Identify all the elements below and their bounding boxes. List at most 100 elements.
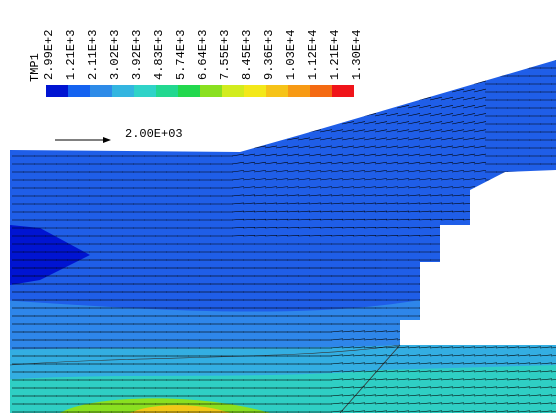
vector bbox=[441, 339, 453, 340]
vector bbox=[298, 105, 310, 108]
vector bbox=[419, 57, 431, 61]
vector bbox=[474, 195, 486, 196]
vector bbox=[254, 138, 266, 140]
vector bbox=[529, 331, 541, 332]
vector bbox=[430, 81, 442, 84]
legend-label: 8.45E+3 bbox=[240, 30, 254, 80]
vector bbox=[408, 339, 420, 340]
vector bbox=[452, 227, 464, 228]
vector bbox=[243, 81, 255, 84]
legend-label: 1.21E+3 bbox=[64, 30, 78, 80]
legend-swatch bbox=[112, 85, 134, 97]
vector bbox=[452, 235, 464, 236]
vector bbox=[408, 65, 420, 68]
legend-swatch bbox=[266, 85, 288, 97]
vector bbox=[386, 73, 398, 76]
vector bbox=[474, 219, 486, 220]
vector bbox=[353, 89, 365, 92]
vector bbox=[408, 81, 420, 84]
vector bbox=[463, 73, 475, 76]
vector bbox=[463, 65, 475, 68]
vector bbox=[375, 97, 387, 100]
legend-label: 9.36E+3 bbox=[262, 30, 276, 80]
vector bbox=[342, 81, 354, 84]
vector bbox=[463, 227, 475, 228]
vector bbox=[408, 89, 420, 92]
vector bbox=[232, 97, 244, 100]
vector bbox=[452, 339, 464, 340]
vector bbox=[265, 130, 277, 132]
vector bbox=[430, 73, 442, 76]
vector bbox=[243, 113, 255, 116]
vector bbox=[254, 130, 266, 132]
vector bbox=[452, 331, 464, 332]
vector bbox=[254, 113, 266, 116]
vector bbox=[474, 339, 486, 340]
vector bbox=[364, 97, 376, 100]
vector bbox=[397, 81, 409, 84]
vector bbox=[375, 65, 387, 68]
vector bbox=[265, 97, 277, 100]
vector bbox=[474, 211, 486, 212]
vector bbox=[342, 113, 354, 116]
vector bbox=[298, 113, 310, 116]
vector bbox=[485, 339, 497, 340]
vector bbox=[408, 73, 420, 76]
vector bbox=[474, 235, 486, 236]
vector bbox=[232, 122, 244, 124]
vector bbox=[540, 331, 552, 332]
vector bbox=[287, 130, 299, 132]
vector bbox=[276, 105, 288, 108]
vector bbox=[353, 81, 365, 84]
legend-swatch bbox=[178, 85, 200, 97]
vector bbox=[243, 97, 255, 100]
legend-label: 6.64E+3 bbox=[196, 30, 210, 80]
vector bbox=[243, 130, 255, 132]
vector bbox=[265, 113, 277, 116]
vector bbox=[408, 331, 420, 332]
vector bbox=[441, 81, 453, 84]
vector bbox=[331, 105, 343, 108]
vector bbox=[287, 113, 299, 116]
legend-label: 3.92E+3 bbox=[130, 30, 144, 80]
vector bbox=[298, 97, 310, 100]
vector bbox=[232, 146, 244, 148]
legend-label: 2.11E+3 bbox=[86, 30, 100, 80]
vector bbox=[441, 65, 453, 68]
vector bbox=[375, 105, 387, 108]
vector bbox=[331, 81, 343, 84]
temperature-field bbox=[0, 0, 556, 413]
legend-label: 1.21E+4 bbox=[328, 30, 342, 80]
vector bbox=[496, 339, 508, 340]
vector bbox=[309, 81, 321, 84]
vector bbox=[364, 57, 376, 61]
vector bbox=[375, 57, 387, 61]
vector bbox=[441, 57, 453, 61]
vector bbox=[375, 73, 387, 76]
vector bbox=[243, 146, 255, 148]
vector bbox=[485, 331, 497, 332]
vector bbox=[287, 105, 299, 108]
vector bbox=[463, 57, 475, 61]
vector bbox=[331, 113, 343, 116]
vector bbox=[408, 97, 420, 100]
vector bbox=[353, 113, 365, 116]
vector bbox=[309, 97, 321, 100]
vector bbox=[397, 65, 409, 68]
legend-label: 4.83E+3 bbox=[152, 30, 166, 80]
legend-swatch bbox=[332, 85, 354, 97]
vector bbox=[353, 105, 365, 108]
vector bbox=[243, 138, 255, 140]
vector bbox=[397, 57, 409, 61]
legend-swatch bbox=[156, 85, 178, 97]
vector bbox=[419, 81, 431, 84]
vector bbox=[320, 113, 332, 116]
vector bbox=[298, 130, 310, 132]
vector bbox=[342, 105, 354, 108]
flow-plot: 2.00E+03 TMP1 2.99E+21.21E+32.11E+33.02E… bbox=[0, 0, 556, 413]
vector bbox=[265, 105, 277, 108]
vector bbox=[364, 89, 376, 92]
vector bbox=[232, 113, 244, 116]
vector bbox=[364, 81, 376, 84]
legend-label: 1.12E+4 bbox=[306, 30, 320, 80]
